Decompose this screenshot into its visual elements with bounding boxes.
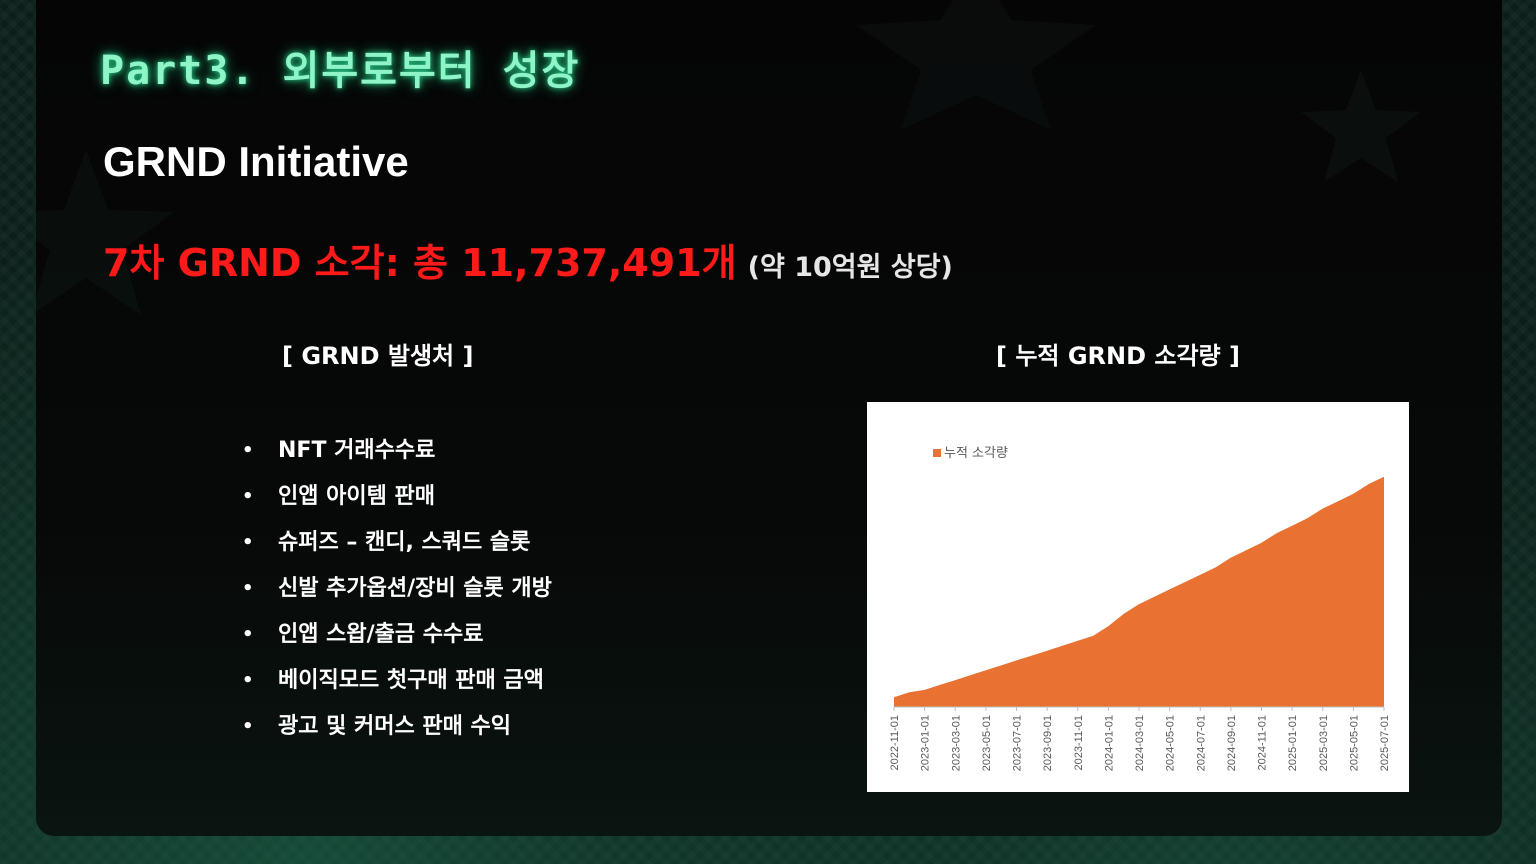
source-item-label: 인앱 스왑/출금 수수료 [278, 622, 484, 647]
x-tick-label: 2025-01-01 [1287, 715, 1299, 771]
source-item: • 인앱 스왑/출금 수수료 [240, 616, 552, 662]
source-item: • NFT 거래수수료 [240, 432, 552, 478]
source-item: • 광고 및 커머스 판매 수익 [240, 708, 552, 754]
source-item-label: 인앱 아이템 판매 [278, 484, 435, 509]
burn-headline: 7차 GRND 소각: 총 11,737,491개 [103, 241, 737, 285]
section-title: GRND Initiative [103, 138, 409, 185]
sources-list: • NFT 거래수수료 • 인앱 아이템 판매 • 슈퍼즈 – 캔디, 스쿼드 슬롯 • 신발… [240, 432, 552, 754]
source-item-label: 광고 및 커머스 판매 수익 [278, 714, 512, 739]
source-item-label: 베이직모드 첫구매 판매 금액 [278, 668, 544, 693]
x-tick-label: 2024-09-01 [1226, 715, 1238, 771]
part-title: Part3. 외부로부터 성장 [100, 48, 581, 94]
burn-chart: 2022-11-01 2023-01-01 2023-03-01 2023-05-01… [867, 402, 1409, 792]
x-tick-label: 2023-05-01 [981, 715, 993, 771]
burn-value-note: (약 10억원 상당) [747, 252, 953, 283]
bullet-icon: • [242, 486, 254, 507]
x-tick-label: 2025-05-01 [1348, 715, 1360, 771]
bullet-icon: • [242, 578, 254, 599]
burn-summary: 7차 GRND 소각: 총 11,737,491개 (약 10억원 상당) [103, 232, 953, 287]
x-tick-label: 2025-03-01 [1318, 715, 1330, 771]
legend-label: 누적 소각량 [944, 446, 1008, 461]
bullet-icon: • [242, 716, 254, 737]
burn-chart-svg: 2022-11-01 2023-01-01 2023-03-01 2023-05-01… [889, 446, 1391, 771]
bullet-icon: • [242, 532, 254, 553]
x-tick-label: 2024-05-01 [1165, 715, 1177, 771]
x-tick-label: 2025-07-01 [1379, 715, 1391, 771]
bullet-icon: • [242, 624, 254, 645]
x-tick-label: 2023-03-01 [950, 715, 962, 771]
source-item: • 베이직모드 첫구매 판매 금액 [240, 662, 552, 708]
sources-header: [ GRND 발생처 ] [282, 342, 474, 370]
slide-panel: Part3. 외부로부터 성장 GRND Initiative 7차 GRND … [36, 0, 1502, 836]
legend-swatch [933, 449, 941, 457]
bullet-icon: • [242, 440, 254, 461]
decor-star-left [36, 150, 174, 315]
x-tick-label: 2024-01-01 [1103, 715, 1115, 771]
source-item: • 신발 추가옵션/장비 슬롯 개방 [240, 570, 552, 616]
source-item: • 슈퍼즈 – 캔디, 스쿼드 슬롯 [240, 524, 552, 570]
x-tick-label: 2023-07-01 [1012, 715, 1024, 771]
bullet-icon: • [242, 670, 254, 691]
x-tick-label: 2024-03-01 [1134, 715, 1146, 771]
source-item-label: 슈퍼즈 – 캔디, 스쿼드 슬롯 [278, 530, 531, 555]
source-item-label: 신발 추가옵션/장비 슬롯 개방 [278, 576, 552, 601]
x-tick-label: 2023-11-01 [1073, 715, 1085, 770]
series-area-cumulative-burn [894, 476, 1384, 707]
chart-header: [ 누적 GRND 소각량 ] [996, 342, 1240, 370]
source-item-label: NFT 거래수수료 [278, 438, 436, 463]
x-tick-label: 2022-11-01 [889, 715, 901, 770]
decor-star-right [1301, 70, 1421, 182]
x-tick-label: 2023-01-01 [920, 715, 932, 771]
decor-star-large [856, 0, 1096, 130]
source-item: • 인앱 아이템 판매 [240, 478, 552, 524]
x-tick-label: 2024-11-01 [1257, 715, 1269, 770]
x-tick-label: 2023-09-01 [1042, 715, 1054, 771]
x-tick-label: 2024-07-01 [1195, 715, 1207, 771]
